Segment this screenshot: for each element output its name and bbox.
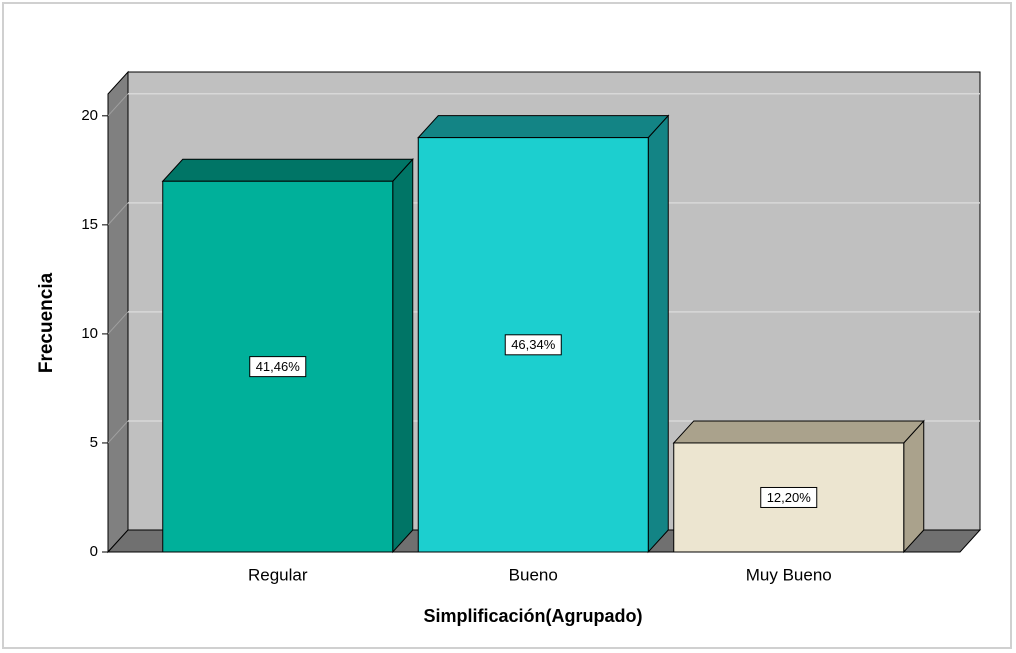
bar-label: 12,20% [767,490,812,505]
label-box [760,486,818,508]
side-grid-line [107,202,129,226]
y-tick-label: 20 [81,107,98,124]
side-grid-line [107,420,129,444]
bar-side [647,114,669,554]
y-tick-label: 10 [81,325,98,342]
bar-top [417,115,670,139]
bar-top [161,158,414,182]
label-box [249,356,307,378]
bars: 41,46% 46,34% 12,20% [161,114,925,554]
bar-label: 46,34% [511,337,556,352]
x-tick-label: Muy Bueno [746,565,832,584]
y-tick-label: 15 [81,216,98,233]
bar-top [672,420,925,444]
y-tick-label: 5 [90,434,98,451]
bar-side [903,419,925,554]
bar-label: 41,46% [256,359,301,374]
x-tick-label: Regular [248,565,308,584]
bar-side [392,157,414,554]
side-grid-line [107,311,129,335]
y-tick-label: 0 [90,543,98,560]
side-grid-line [107,93,129,117]
side-wall [107,70,129,554]
x-tick-label: Bueno [509,565,558,584]
x-axis-title: Simplificación(Agrupado) [423,606,642,626]
label-box [504,334,562,356]
y-axis-title: Frecuencia [36,272,57,373]
